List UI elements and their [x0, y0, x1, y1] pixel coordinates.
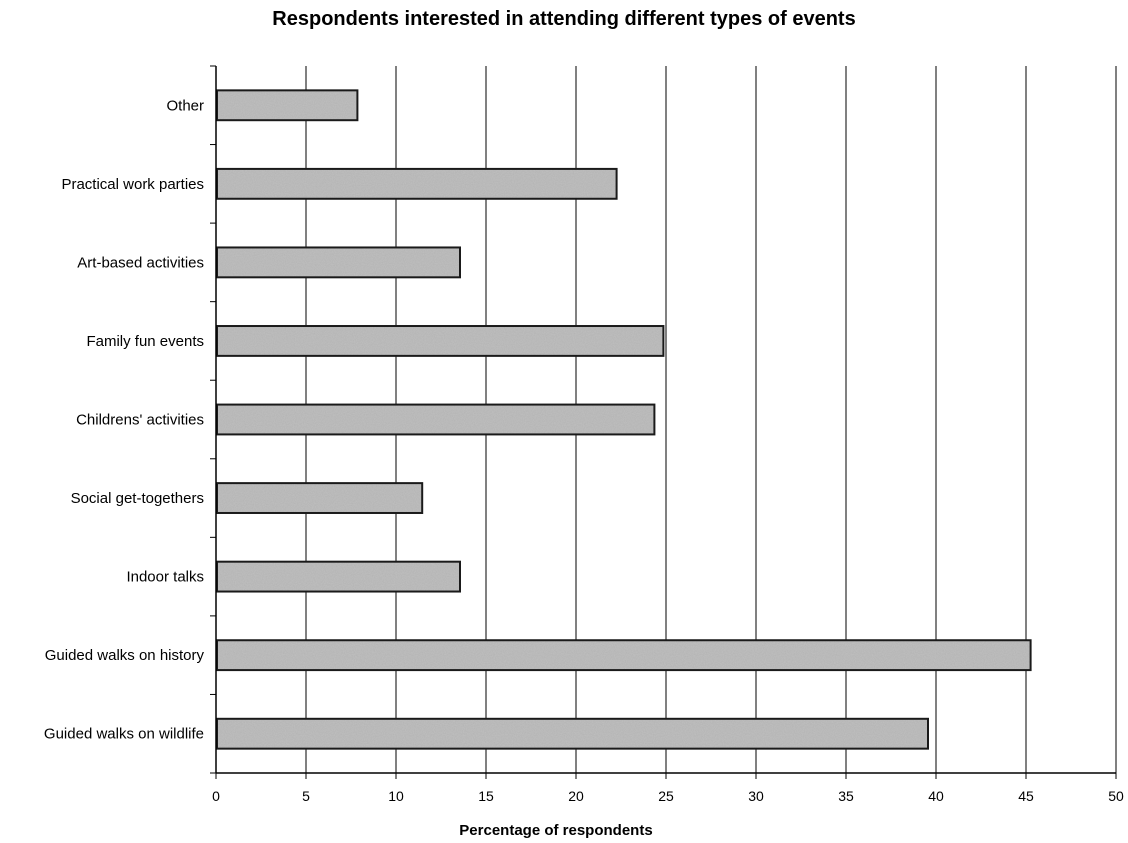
bar [216, 482, 424, 514]
bar-outline [216, 717, 929, 750]
category-label: Guided walks on history [45, 647, 205, 664]
labels: 0 5 10 15 20 25 30 35 40 45 50 Other Practical work … [44, 97, 1124, 804]
bar [216, 639, 1032, 672]
x-tick-label: 35 [838, 788, 854, 804]
x-tick-label: 10 [388, 788, 404, 804]
bar-texture [217, 247, 460, 278]
bar-outline [216, 325, 665, 357]
bar-texture [217, 483, 423, 513]
bar [216, 717, 929, 750]
bar-outline [216, 560, 461, 593]
x-axis-title: Percentage of respondents [459, 822, 652, 839]
chart-title: Respondents interested in attending diff… [272, 8, 856, 30]
x-tick-label: 30 [748, 788, 764, 804]
bar-texture [217, 404, 655, 435]
bar-texture [217, 561, 460, 592]
bars [216, 89, 1032, 750]
axes [210, 65, 1117, 779]
bar [216, 403, 656, 436]
x-tick-label: 50 [1108, 788, 1124, 804]
bar-outline [216, 246, 461, 279]
category-label: Other [166, 97, 204, 114]
bar-texture [217, 168, 617, 199]
bar-outline [216, 89, 359, 122]
bar [216, 167, 618, 200]
category-label: Family fun events [86, 333, 204, 350]
x-tick-label: 40 [928, 788, 944, 804]
bar [216, 89, 359, 122]
bar-outline [216, 403, 656, 436]
bar-texture [217, 326, 664, 356]
category-label: Guided walks on wildlife [44, 726, 204, 743]
x-tick-label: 25 [658, 788, 674, 804]
x-tick-label: 15 [478, 788, 494, 804]
x-tick-label: 0 [212, 788, 220, 804]
bar-outline [216, 167, 618, 200]
bar-texture [217, 718, 928, 749]
category-label: Art-based activities [77, 254, 204, 271]
category-label: Indoor talks [126, 569, 204, 586]
x-tick-label: 20 [568, 788, 584, 804]
bar-texture [217, 90, 358, 121]
category-label: Practical work parties [61, 176, 204, 193]
x-tick-label: 5 [302, 788, 310, 804]
x-tick-label: 45 [1018, 788, 1034, 804]
bar-outline [216, 482, 424, 514]
bar [216, 325, 665, 357]
bar [216, 560, 461, 593]
category-label: Childrens' activities [76, 412, 204, 429]
category-label: Social get-togethers [71, 490, 204, 507]
bar [216, 246, 461, 279]
bar-outline [216, 639, 1032, 672]
bar-texture [217, 640, 1031, 671]
